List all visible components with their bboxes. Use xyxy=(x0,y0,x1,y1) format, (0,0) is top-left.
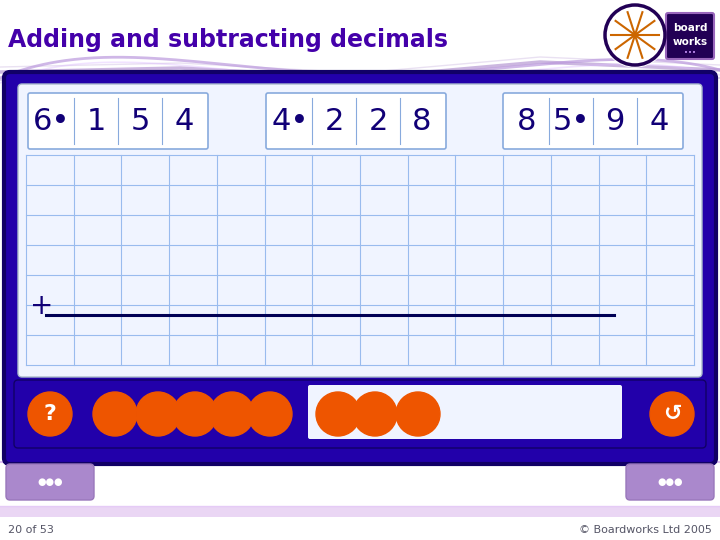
Text: 2: 2 xyxy=(324,106,343,136)
Text: 8: 8 xyxy=(413,106,432,136)
Text: 5: 5 xyxy=(130,106,150,136)
Bar xyxy=(0,460,720,520)
Circle shape xyxy=(609,9,661,61)
Text: 8: 8 xyxy=(517,106,536,136)
Text: ?: ? xyxy=(44,404,56,424)
Circle shape xyxy=(316,392,360,436)
FancyBboxPatch shape xyxy=(266,93,446,149)
Text: 2: 2 xyxy=(369,106,387,136)
FancyBboxPatch shape xyxy=(18,84,702,377)
Text: 1: 1 xyxy=(86,106,106,136)
Text: ↺: ↺ xyxy=(662,404,681,424)
Circle shape xyxy=(136,392,180,436)
Bar xyxy=(0,506,720,540)
FancyBboxPatch shape xyxy=(4,72,716,464)
Circle shape xyxy=(173,392,217,436)
Circle shape xyxy=(28,392,72,436)
Circle shape xyxy=(353,392,397,436)
Text: 9: 9 xyxy=(606,106,625,136)
Text: works: works xyxy=(672,37,708,47)
FancyBboxPatch shape xyxy=(503,93,683,149)
FancyBboxPatch shape xyxy=(28,93,208,149)
Text: Adding and subtracting decimals: Adding and subtracting decimals xyxy=(8,28,448,52)
Text: 20 of 53: 20 of 53 xyxy=(8,525,54,535)
FancyBboxPatch shape xyxy=(14,380,706,448)
Text: board: board xyxy=(672,23,707,33)
Bar xyxy=(0,507,720,517)
FancyBboxPatch shape xyxy=(666,13,714,59)
Text: 4: 4 xyxy=(174,106,194,136)
Circle shape xyxy=(396,392,440,436)
Circle shape xyxy=(650,392,694,436)
Text: © Boardworks Ltd 2005: © Boardworks Ltd 2005 xyxy=(579,525,712,535)
Circle shape xyxy=(248,392,292,436)
Text: 5•: 5• xyxy=(552,106,590,136)
Circle shape xyxy=(603,3,667,67)
Text: 4: 4 xyxy=(649,106,669,136)
Text: ●●●: ●●● xyxy=(657,477,683,487)
Circle shape xyxy=(93,392,137,436)
FancyBboxPatch shape xyxy=(308,385,622,439)
Circle shape xyxy=(210,392,254,436)
FancyBboxPatch shape xyxy=(626,464,714,500)
Text: 4•: 4• xyxy=(271,106,309,136)
Text: 6•: 6• xyxy=(33,106,71,136)
Text: ●●●: ●●● xyxy=(37,477,63,487)
FancyBboxPatch shape xyxy=(6,464,94,500)
Text: +: + xyxy=(30,292,54,320)
Text: •••: ••• xyxy=(684,50,696,56)
